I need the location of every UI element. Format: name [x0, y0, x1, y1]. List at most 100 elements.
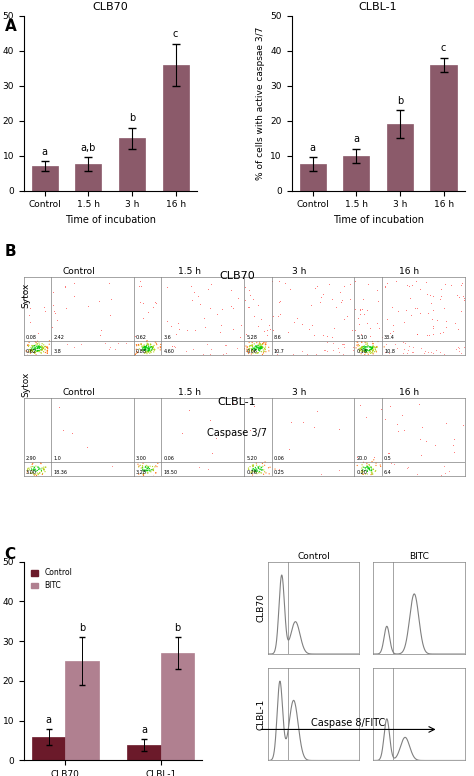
Text: 20.0: 20.0	[356, 456, 367, 461]
Point	[44, 342, 52, 355]
Point	[319, 329, 327, 341]
Point	[356, 304, 364, 317]
Point	[142, 342, 149, 355]
Point	[141, 345, 148, 357]
Point	[147, 338, 155, 351]
Point	[382, 413, 389, 425]
Point	[131, 330, 139, 342]
Point	[257, 461, 265, 473]
Point	[24, 338, 32, 351]
Point	[141, 343, 149, 355]
Point	[249, 340, 256, 352]
Point	[257, 463, 265, 476]
Point	[358, 341, 365, 353]
Point	[249, 466, 257, 478]
Point	[370, 341, 377, 353]
Point	[29, 457, 36, 469]
Point	[414, 468, 421, 480]
Point	[149, 341, 157, 354]
Point	[139, 468, 147, 480]
Point	[97, 324, 104, 336]
Point	[460, 293, 468, 306]
Point	[35, 345, 43, 358]
Point	[349, 343, 356, 355]
Point	[149, 342, 156, 355]
Title: 16 h: 16 h	[400, 388, 419, 397]
Text: b: b	[397, 96, 403, 106]
Point	[145, 306, 152, 318]
Point	[27, 343, 34, 355]
Point	[150, 470, 157, 483]
Point	[247, 466, 255, 479]
Point	[252, 343, 260, 355]
Point	[22, 345, 30, 357]
Point	[27, 344, 35, 356]
Point	[360, 341, 367, 353]
Point	[440, 348, 448, 360]
Point	[106, 343, 113, 355]
Point	[368, 456, 376, 468]
Point	[256, 462, 264, 475]
Point	[146, 345, 153, 357]
Point	[246, 343, 253, 355]
Point	[250, 310, 257, 323]
Point	[243, 341, 251, 353]
Point	[36, 342, 43, 355]
Point	[32, 468, 39, 480]
Point	[362, 346, 370, 359]
Point	[299, 317, 306, 330]
Point	[196, 298, 204, 310]
Point	[262, 337, 270, 349]
Point	[360, 343, 368, 355]
Point	[407, 293, 414, 305]
Point	[182, 345, 190, 357]
Point	[329, 344, 337, 356]
Point	[247, 348, 255, 360]
Point	[378, 331, 386, 343]
Point	[251, 465, 259, 477]
Point	[146, 462, 153, 475]
Point	[152, 466, 160, 479]
Point	[339, 348, 346, 360]
Point	[370, 344, 377, 356]
Point	[204, 463, 211, 476]
Point	[260, 464, 267, 476]
Point	[41, 340, 49, 352]
Point	[27, 467, 34, 480]
Point	[139, 465, 147, 477]
Point	[244, 341, 251, 353]
Bar	[163, 64, 189, 191]
Point	[261, 343, 269, 355]
Point	[251, 344, 259, 356]
Point	[122, 337, 130, 349]
Point	[149, 463, 157, 476]
Point	[25, 309, 32, 321]
Point	[50, 286, 57, 298]
Point	[377, 402, 385, 414]
Point	[250, 400, 258, 413]
Point	[369, 348, 377, 360]
Point	[349, 341, 357, 353]
Point	[394, 305, 401, 317]
Point	[249, 459, 257, 471]
Point	[30, 461, 38, 473]
Point	[364, 278, 372, 290]
Point	[358, 336, 365, 348]
Point	[369, 338, 377, 350]
Point	[222, 339, 230, 352]
Point	[25, 339, 33, 352]
Point	[139, 462, 146, 474]
Point	[256, 336, 264, 348]
Point	[36, 341, 44, 353]
Point	[167, 320, 175, 332]
Point	[201, 311, 208, 324]
Point	[246, 289, 254, 301]
Point	[31, 340, 38, 352]
Point	[244, 301, 251, 314]
Point	[258, 464, 265, 476]
Point	[238, 347, 246, 359]
Point	[147, 341, 155, 353]
Point	[404, 344, 412, 356]
Point	[374, 335, 382, 348]
Point	[440, 460, 447, 473]
